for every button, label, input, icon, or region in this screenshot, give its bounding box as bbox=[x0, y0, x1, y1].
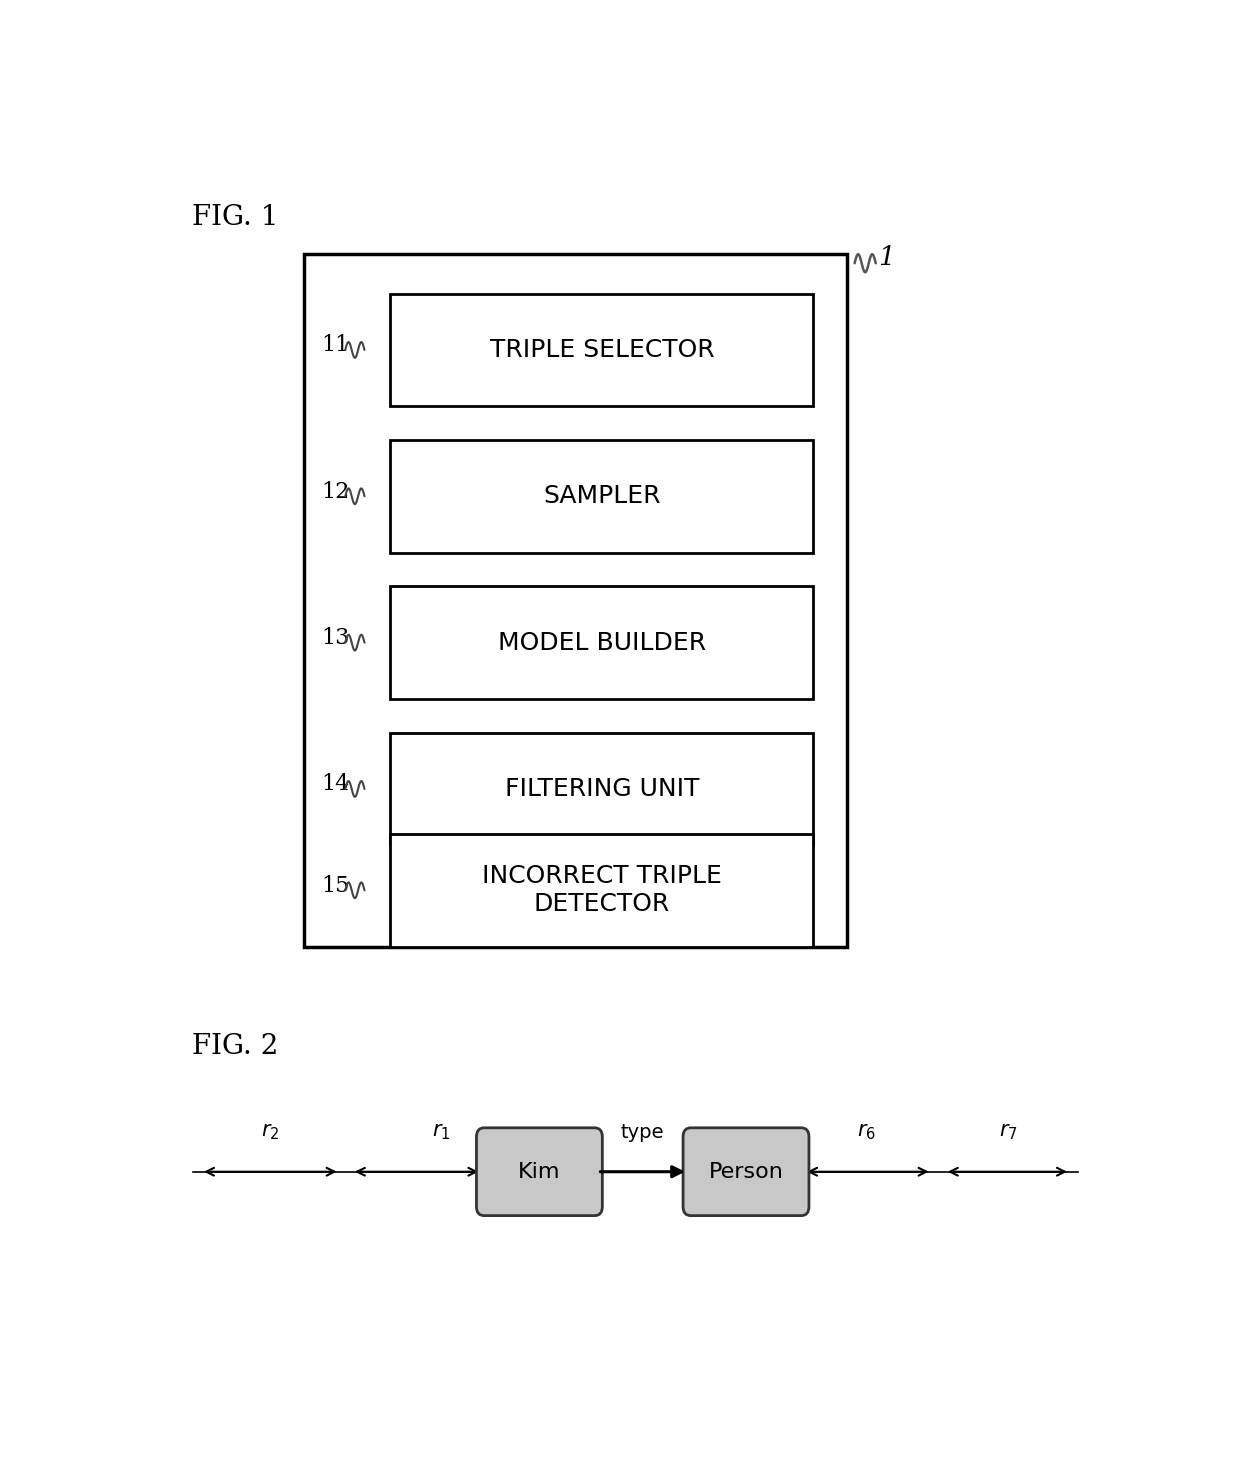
Bar bbox=[391, 294, 813, 406]
Text: $r_6$: $r_6$ bbox=[857, 1123, 875, 1142]
FancyBboxPatch shape bbox=[476, 1127, 603, 1215]
FancyBboxPatch shape bbox=[683, 1127, 808, 1215]
Bar bbox=[391, 732, 813, 845]
Text: $r_1$: $r_1$ bbox=[433, 1123, 450, 1142]
Text: FIG. 1: FIG. 1 bbox=[191, 203, 278, 231]
Text: 11: 11 bbox=[321, 335, 350, 357]
Text: 14: 14 bbox=[321, 773, 350, 795]
Text: 15: 15 bbox=[321, 874, 350, 896]
Text: 12: 12 bbox=[321, 481, 350, 503]
Text: 1: 1 bbox=[879, 246, 895, 270]
Text: Kim: Kim bbox=[518, 1162, 560, 1181]
Bar bbox=[304, 254, 847, 946]
Text: FIG. 2: FIG. 2 bbox=[191, 1034, 278, 1060]
Text: $r_7$: $r_7$ bbox=[999, 1123, 1018, 1142]
Bar bbox=[391, 833, 813, 946]
Text: Person: Person bbox=[708, 1162, 784, 1181]
Text: type: type bbox=[621, 1123, 665, 1142]
Text: 13: 13 bbox=[321, 627, 350, 649]
Text: FILTERING UNIT: FILTERING UNIT bbox=[505, 776, 699, 801]
Text: SAMPLER: SAMPLER bbox=[543, 484, 661, 509]
Text: MODEL BUILDER: MODEL BUILDER bbox=[497, 630, 706, 655]
Text: TRIPLE SELECTOR: TRIPLE SELECTOR bbox=[490, 338, 714, 363]
Bar bbox=[391, 440, 813, 553]
Text: $r_2$: $r_2$ bbox=[262, 1123, 279, 1142]
Text: INCORRECT TRIPLE
DETECTOR: INCORRECT TRIPLE DETECTOR bbox=[482, 864, 722, 917]
Bar bbox=[391, 586, 813, 699]
